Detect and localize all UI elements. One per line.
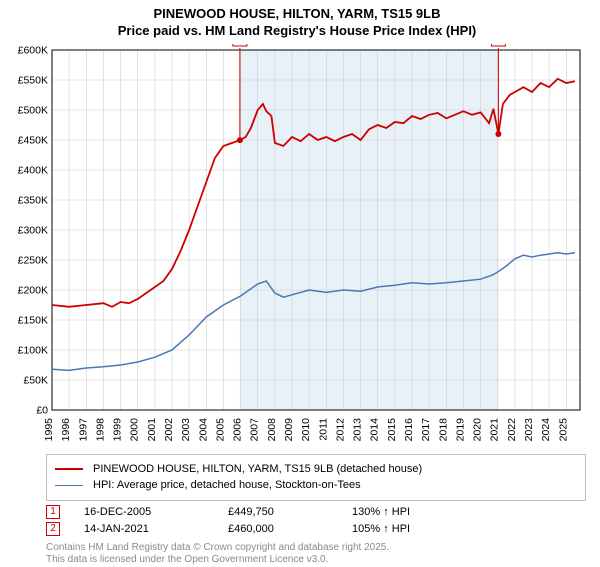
svg-text:£500K: £500K (18, 104, 48, 116)
footer-line-1: Contains HM Land Registry data © Crown c… (46, 542, 588, 555)
svg-text:2004: 2004 (197, 418, 209, 442)
svg-text:£50K: £50K (23, 374, 48, 386)
svg-text:1997: 1997 (77, 418, 89, 442)
svg-text:2024: 2024 (540, 418, 552, 442)
svg-text:£200K: £200K (18, 284, 48, 296)
svg-text:2021: 2021 (489, 418, 501, 442)
svg-text:2000: 2000 (129, 418, 141, 442)
event-hpi: 130% ↑ HPI (352, 506, 472, 518)
legend: PINEWOOD HOUSE, HILTON, YARM, TS15 9LB (… (46, 454, 586, 501)
svg-text:£400K: £400K (18, 164, 48, 176)
svg-text:2019: 2019 (454, 418, 466, 442)
svg-text:1998: 1998 (94, 418, 106, 442)
svg-text:2014: 2014 (369, 418, 381, 442)
svg-text:2011: 2011 (317, 418, 329, 441)
title-line-2: Price paid vs. HM Land Registry's House … (6, 23, 588, 40)
svg-text:2023: 2023 (523, 418, 535, 442)
svg-text:£150K: £150K (18, 314, 48, 326)
legend-row-1: PINEWOOD HOUSE, HILTON, YARM, TS15 9LB (… (55, 461, 577, 478)
legend-swatch-1 (55, 468, 83, 470)
svg-text:£350K: £350K (18, 194, 48, 206)
svg-text:2018: 2018 (437, 418, 449, 442)
event-row: 2 14-JAN-2021 £460,000 105% ↑ HPI (46, 522, 588, 536)
svg-text:2025: 2025 (557, 418, 569, 442)
svg-text:2015: 2015 (386, 418, 398, 442)
legend-label-2: HPI: Average price, detached house, Stoc… (93, 477, 361, 494)
svg-text:2006: 2006 (232, 418, 244, 442)
event-row: 1 16-DEC-2005 £449,750 130% ↑ HPI (46, 505, 588, 519)
svg-text:2017: 2017 (420, 418, 432, 442)
svg-text:2020: 2020 (472, 418, 484, 442)
svg-text:2005: 2005 (214, 418, 226, 442)
svg-text:2009: 2009 (283, 418, 295, 442)
svg-text:1996: 1996 (60, 418, 72, 442)
svg-text:2010: 2010 (300, 418, 312, 442)
svg-text:2002: 2002 (163, 418, 175, 442)
svg-text:2013: 2013 (352, 418, 364, 442)
svg-text:£0: £0 (36, 404, 48, 416)
svg-text:1995: 1995 (43, 418, 55, 442)
title-line-1: PINEWOOD HOUSE, HILTON, YARM, TS15 9LB (6, 6, 588, 23)
legend-swatch-2 (55, 485, 83, 486)
svg-text:2001: 2001 (146, 418, 158, 442)
svg-text:£300K: £300K (18, 224, 48, 236)
svg-text:1: 1 (237, 44, 243, 46)
svg-text:£250K: £250K (18, 254, 48, 266)
svg-text:£550K: £550K (18, 74, 48, 86)
svg-text:1999: 1999 (112, 418, 124, 442)
svg-text:2003: 2003 (180, 418, 192, 442)
event-price: £449,750 (228, 506, 328, 518)
svg-text:2022: 2022 (506, 418, 518, 442)
footer-line-2: This data is licensed under the Open Gov… (46, 554, 588, 567)
chart-title: PINEWOOD HOUSE, HILTON, YARM, TS15 9LB P… (6, 6, 588, 40)
event-marker-icon: 1 (46, 505, 60, 519)
event-date: 16-DEC-2005 (84, 506, 204, 518)
svg-text:2: 2 (496, 44, 502, 46)
svg-text:£600K: £600K (18, 44, 48, 56)
svg-text:£100K: £100K (18, 344, 48, 356)
svg-text:£450K: £450K (18, 134, 48, 146)
event-hpi: 105% ↑ HPI (352, 523, 472, 535)
footer-note: Contains HM Land Registry data © Crown c… (46, 542, 588, 567)
chart-area: £0 £50K £100K £150K £200K £250K £300K £350K £400… (10, 44, 588, 450)
svg-text:2012: 2012 (334, 418, 346, 442)
event-date: 14-JAN-2021 (84, 523, 204, 535)
events-table: 1 16-DEC-2005 £449,750 130% ↑ HPI 2 14-JAN-20… (6, 505, 588, 536)
event-marker-icon: 2 (46, 522, 60, 536)
legend-row-2: HPI: Average price, detached house, Stoc… (55, 477, 577, 494)
svg-text:2007: 2007 (249, 418, 261, 442)
legend-label-1: PINEWOOD HOUSE, HILTON, YARM, TS15 9LB (… (93, 461, 422, 478)
event-price: £460,000 (228, 523, 328, 535)
chart-svg: £0 £50K £100K £150K £200K £250K £300K £350K £400… (10, 44, 588, 450)
svg-text:2016: 2016 (403, 418, 415, 442)
svg-text:2008: 2008 (266, 418, 278, 442)
